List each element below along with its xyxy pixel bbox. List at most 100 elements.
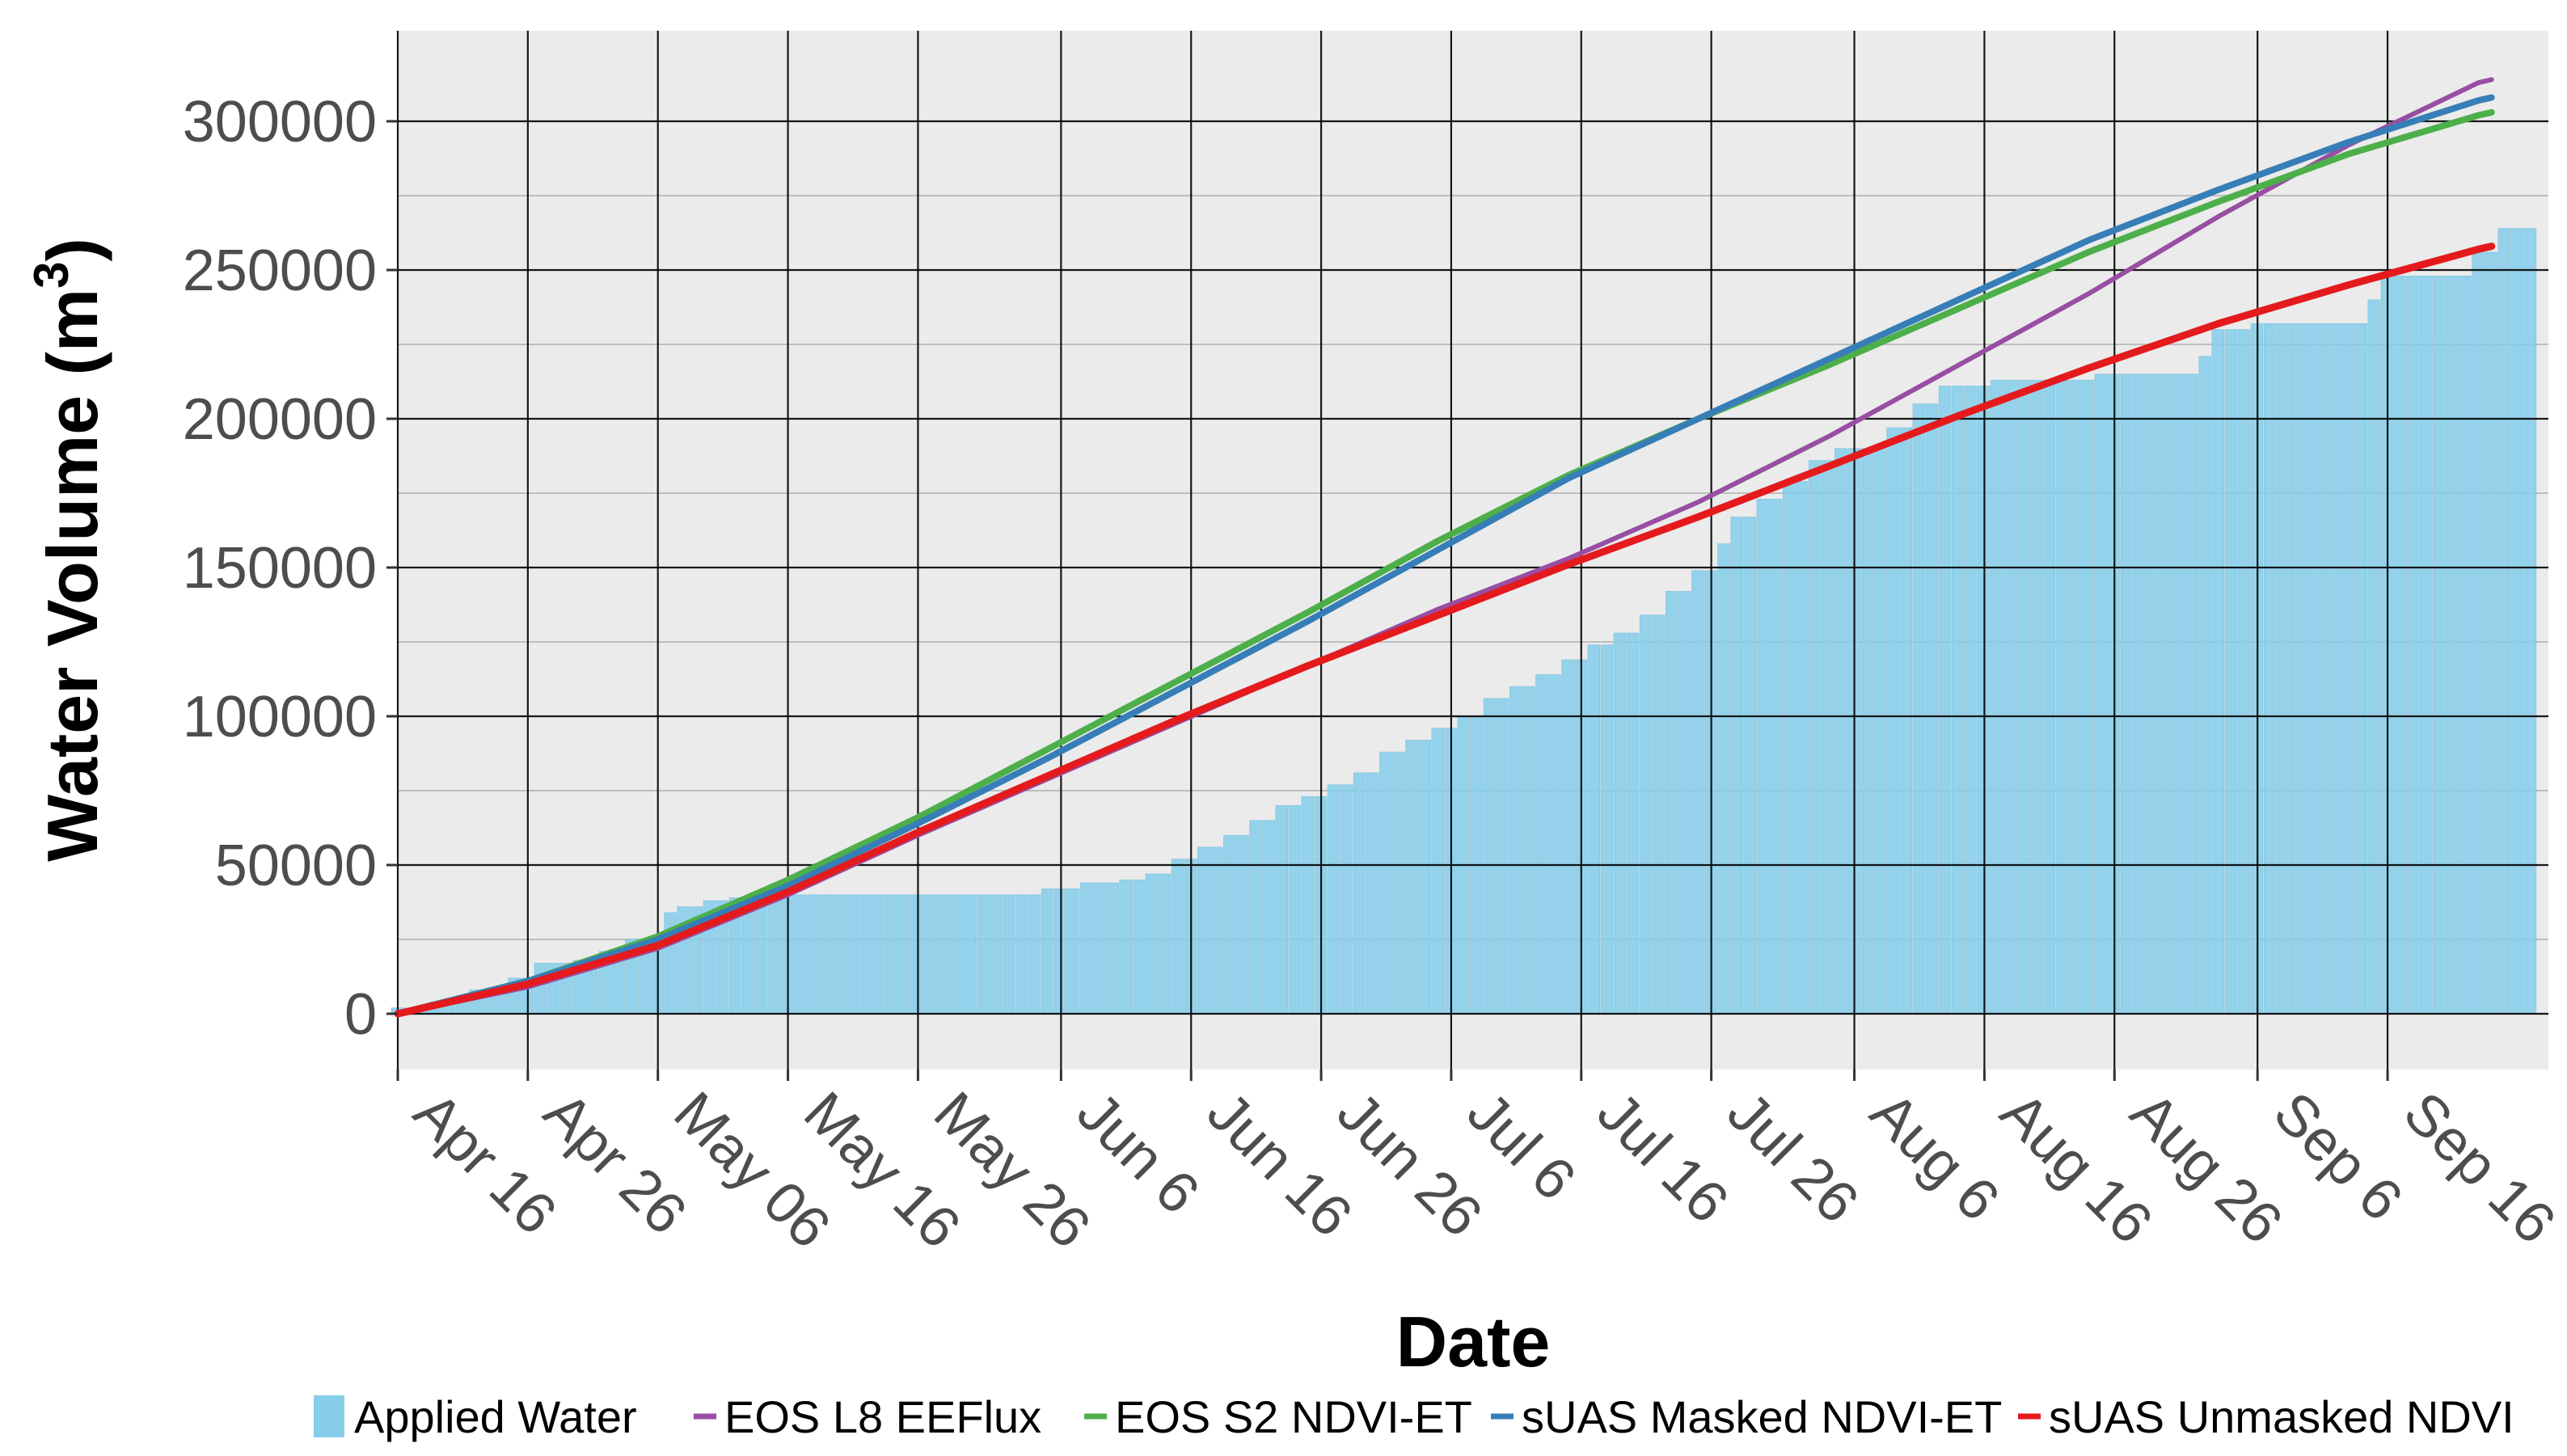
applied-water-bar <box>2406 276 2420 1015</box>
legend-item: Applied Water <box>314 1391 637 1442</box>
applied-water-bar <box>2198 356 2212 1015</box>
applied-water-bar <box>1275 805 1288 1015</box>
applied-water-bar <box>755 894 768 1015</box>
y-tick-label: 150000 <box>183 536 377 601</box>
y-tick-label: 100000 <box>183 685 377 749</box>
applied-water-bars <box>391 228 2537 1015</box>
applied-water-bar <box>1925 403 1939 1015</box>
applied-water-bar <box>950 894 963 1015</box>
applied-water-bar <box>2510 228 2524 1015</box>
applied-water-bar <box>2393 276 2407 1015</box>
applied-water-bar <box>1652 614 1666 1015</box>
x-tick-label: Jul 16 <box>1585 1080 1740 1235</box>
applied-water-bar <box>1964 386 1978 1015</box>
applied-water-bar <box>897 894 911 1015</box>
applied-water-bar <box>1145 873 1159 1015</box>
applied-water-bar <box>1002 894 1015 1015</box>
applied-water-bar <box>1340 784 1353 1015</box>
applied-water-bar <box>1951 386 1965 1015</box>
y-tick-label: 0 <box>344 982 377 1047</box>
x-tick-label: Jul 26 <box>1715 1080 1870 1235</box>
applied-water-bar <box>937 894 950 1015</box>
y-tick-label: 300000 <box>183 90 377 154</box>
applied-water-bar <box>2459 276 2472 1015</box>
applied-water-bar <box>2277 323 2290 1015</box>
applied-water-bar <box>2055 379 2069 1015</box>
applied-water-bar <box>1509 686 1522 1015</box>
applied-water-bar <box>2263 323 2277 1015</box>
applied-water-bar <box>989 894 1003 1015</box>
legend-key <box>314 1395 344 1437</box>
legend-label: sUAS Masked NDVI-ET <box>1522 1391 2002 1442</box>
applied-water-bar <box>1808 460 1822 1015</box>
major-grid <box>396 31 2548 1070</box>
applied-water-bar <box>1106 882 1119 1015</box>
applied-water-bar <box>2316 323 2328 1015</box>
applied-water-bar <box>1899 427 1913 1015</box>
applied-water-bar <box>2016 379 2029 1015</box>
applied-water-bar <box>833 894 847 1015</box>
legend: Applied Water EOS L8 EEFlux EOS S2 NDVI-ET… <box>314 1391 2514 1442</box>
applied-water-bar <box>1860 448 1873 1015</box>
applied-water-bar <box>2068 379 2082 1015</box>
applied-water-bar <box>2160 373 2172 1015</box>
y-axis-title: Water Volume (m3) <box>24 238 112 862</box>
applied-water-bar <box>976 894 989 1015</box>
applied-water-bar <box>2328 323 2341 1015</box>
applied-water-bar <box>1873 448 1886 1015</box>
applied-water-bar <box>1223 834 1236 1015</box>
applied-water-bar <box>1041 888 1054 1015</box>
applied-water-bar <box>1822 460 1834 1015</box>
applied-water-bar <box>2237 329 2251 1015</box>
applied-water-bar <box>1743 517 1757 1015</box>
legend-label: Applied Water <box>354 1391 637 1442</box>
applied-water-bar <box>1080 882 1093 1015</box>
applied-water-bar <box>846 894 859 1015</box>
applied-water-bar <box>1093 882 1106 1015</box>
applied-water-bar <box>1769 499 1783 1015</box>
applied-water-bar <box>2419 276 2433 1015</box>
series-line-suas-unmasked-ndvi-et <box>394 243 2496 1018</box>
applied-water-bar <box>2290 323 2303 1015</box>
applied-water-bar <box>859 894 872 1015</box>
applied-water-bar <box>1405 740 1418 1015</box>
applied-water-bar <box>2121 373 2134 1015</box>
applied-water-bar <box>1301 796 1315 1015</box>
applied-water-bar <box>768 894 781 1015</box>
applied-water-bar <box>1626 632 1640 1015</box>
series-line-suas-masked-ndvi-et <box>395 94 2495 1017</box>
applied-water-bar <box>1496 698 1509 1015</box>
applied-water-bar <box>1678 591 1691 1015</box>
applied-water-bar <box>1015 894 1028 1015</box>
applied-water-bar <box>1262 820 1275 1015</box>
y-tick-label: 200000 <box>183 387 377 452</box>
applied-water-bar <box>1249 820 1262 1015</box>
applied-water-bar <box>1288 805 1302 1015</box>
applied-water-bar <box>2211 329 2225 1015</box>
applied-water-bar <box>807 894 820 1015</box>
applied-water-bar <box>2523 228 2537 1015</box>
legend-item: EOS L8 EEFlux <box>694 1391 1041 1442</box>
applied-water-bar <box>1132 880 1146 1015</box>
applied-water-bar <box>1561 659 1574 1015</box>
applied-water-bar <box>2134 373 2147 1015</box>
axis-ticks <box>386 120 2389 1081</box>
applied-water-bar <box>1938 386 1952 1015</box>
applied-water-bar <box>2029 379 2042 1015</box>
applied-water-bar <box>1613 632 1627 1015</box>
x-axis-title: Date <box>1396 1302 1551 1382</box>
applied-water-bar <box>534 963 547 1015</box>
applied-water-bar <box>1834 448 1847 1015</box>
applied-water-bar <box>1158 873 1172 1015</box>
x-tick-label: Jun 26 <box>1325 1080 1494 1249</box>
applied-water-bar <box>2224 329 2238 1015</box>
applied-water-bar <box>872 894 885 1015</box>
y-axis-title-close: ) <box>32 238 112 261</box>
y-axis-title-sup: 3 <box>24 261 78 288</box>
applied-water-bar <box>1782 480 1796 1015</box>
x-tick-label: Aug 6 <box>1858 1080 2012 1234</box>
applied-water-bar <box>2354 323 2368 1015</box>
applied-water-bar <box>1392 751 1405 1015</box>
